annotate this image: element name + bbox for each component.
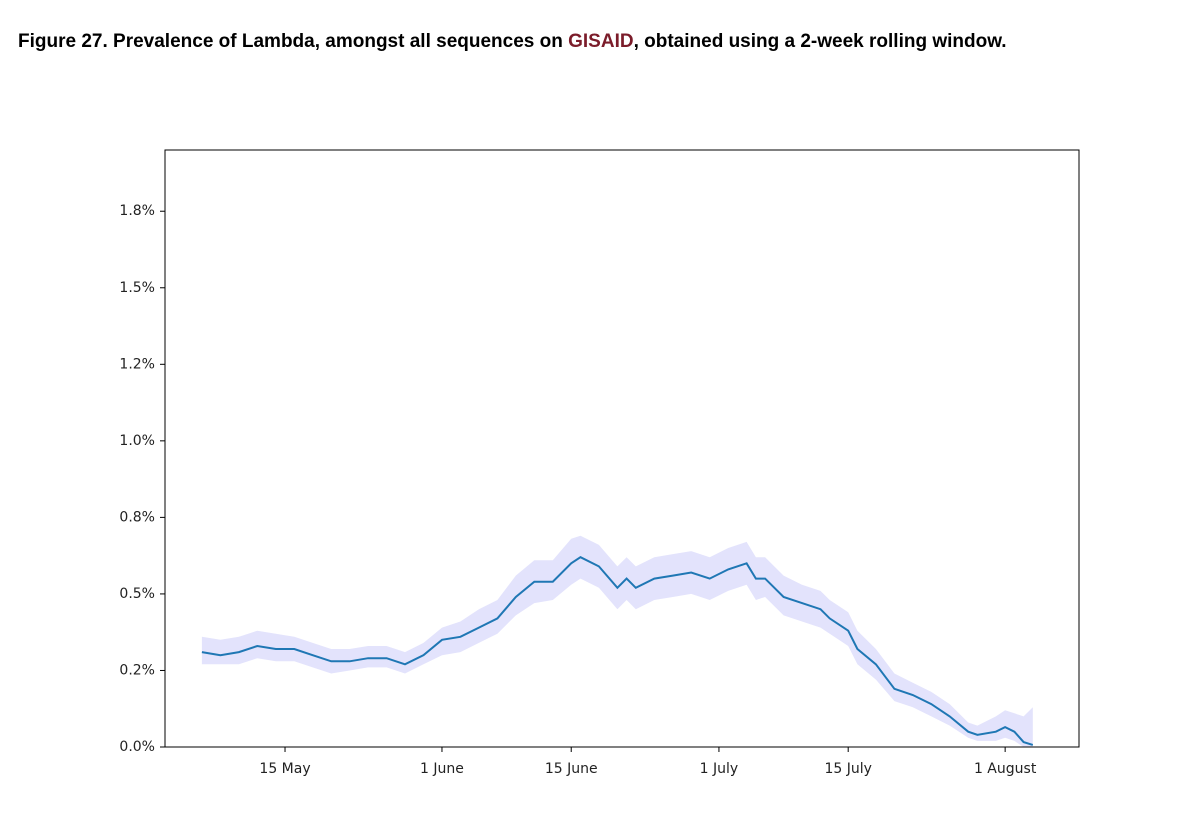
plot-frame bbox=[164, 149, 1080, 748]
title-text: Figure 27. Prevalence of Lambda, amongst… bbox=[18, 31, 569, 52]
prevalence-line bbox=[201, 556, 1034, 746]
x-tick-label: 1 June bbox=[420, 761, 464, 777]
x-tick-label: 15 May bbox=[259, 761, 310, 777]
title-text: , obtained using a 2-week rolling window… bbox=[633, 31, 1007, 52]
y-tick-label: 1.0% bbox=[119, 433, 155, 449]
y-tick-label: 1.5% bbox=[119, 280, 155, 296]
title-link: GISAID bbox=[568, 31, 634, 52]
y-tick-label: 0.0% bbox=[119, 739, 155, 755]
y-tick-label: 1.2% bbox=[119, 356, 155, 372]
confidence-band bbox=[201, 535, 1033, 747]
y-tick-label: 0.8% bbox=[119, 509, 155, 525]
y-tick-label: 1.8% bbox=[119, 203, 155, 219]
y-tick-label: 0.2% bbox=[119, 662, 155, 678]
x-tick-label: 1 August bbox=[974, 761, 1037, 777]
x-tick-label: 15 June bbox=[545, 761, 598, 777]
x-tick-label: 15 July bbox=[824, 761, 871, 777]
y-tick-label: 0.5% bbox=[119, 586, 155, 602]
x-tick-label: 1 July bbox=[700, 761, 739, 777]
chart-title: Figure 27. Prevalence of Lambda, amongst… bbox=[18, 31, 1007, 53]
